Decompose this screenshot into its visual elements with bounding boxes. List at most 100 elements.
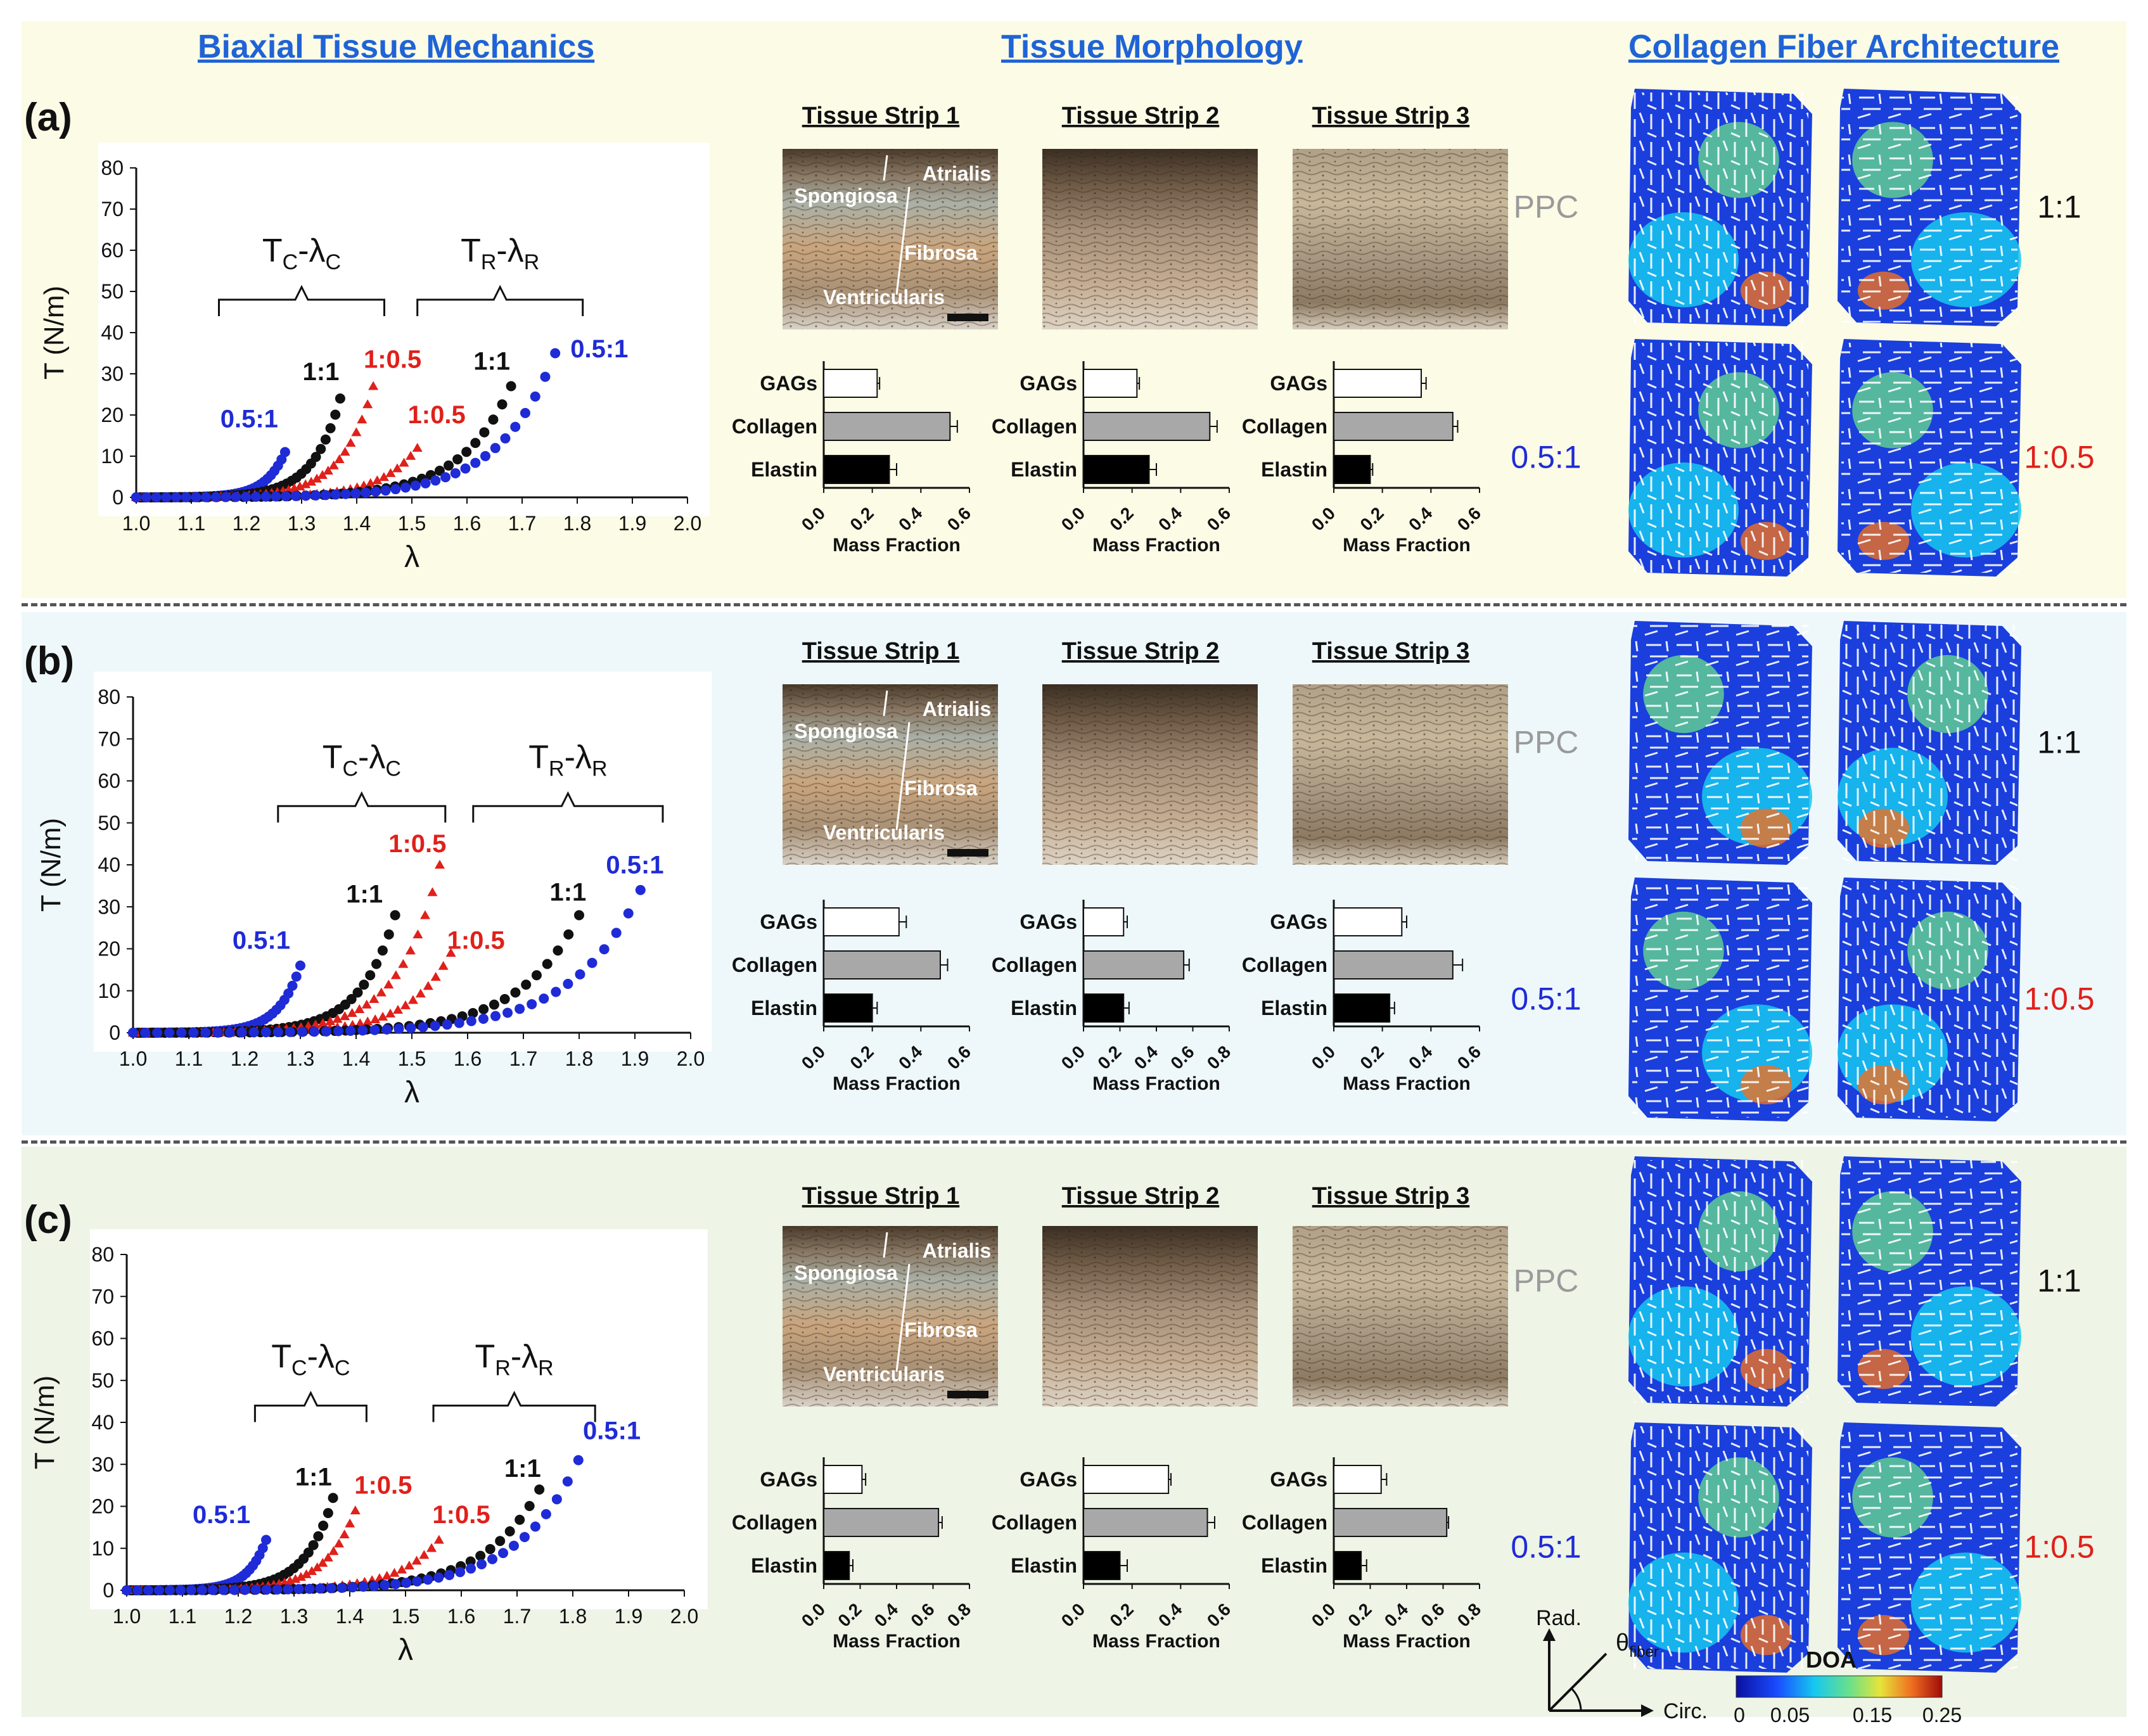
data-point xyxy=(290,490,301,501)
chart-x-tick-label: 1.7 xyxy=(509,1047,537,1070)
fiber-orientation-overlay xyxy=(1841,625,2017,861)
series-label: 1:1 xyxy=(303,358,340,386)
data-point xyxy=(461,447,472,457)
data-point xyxy=(141,492,151,502)
data-point xyxy=(539,993,549,1004)
fiber-maps-a: PPC 1:1 0.5:1 1:0.5 xyxy=(1511,89,2095,577)
data-point xyxy=(515,1004,525,1014)
series-label: 0.5:1 xyxy=(193,1501,250,1529)
data-point xyxy=(434,466,445,476)
chart-y-tick-label: 30 xyxy=(98,895,120,918)
data-point xyxy=(347,1008,357,1018)
bar-gags xyxy=(823,1465,863,1494)
chart-x-tick-label: 2.0 xyxy=(670,1605,698,1628)
series-label: 1:1 xyxy=(295,1463,332,1491)
tissue-strip-title: Tissue Strip 1 xyxy=(802,638,960,665)
chart-y-tick-label: 10 xyxy=(101,445,124,468)
data-point xyxy=(229,1585,240,1595)
series-r-0-5-1 xyxy=(128,884,646,1038)
fiber-map-equi xyxy=(1838,1156,2021,1407)
data-point xyxy=(551,986,561,997)
doa-tick-label: 0.25 xyxy=(1922,1704,1962,1726)
data-point xyxy=(320,434,331,445)
circ-arrow-head xyxy=(1641,1704,1654,1717)
chart-x-tick-label: 1.4 xyxy=(343,512,371,535)
chart-x-tick-label: 1.9 xyxy=(621,1047,649,1070)
fiber-maps-b: PPC 1:1 0.5:1 1:0.5 xyxy=(1511,621,2095,1121)
chart-y-label: T (N/m) xyxy=(39,286,70,380)
data-point xyxy=(321,1026,332,1037)
data-point xyxy=(334,1538,345,1548)
bar-category-label: GAGs xyxy=(760,372,817,395)
bracket xyxy=(432,1391,596,1422)
data-point xyxy=(470,457,481,468)
data-point xyxy=(444,1570,455,1581)
data-point xyxy=(361,999,372,1009)
bracket-label: TR-λR xyxy=(475,1339,553,1381)
data-point xyxy=(323,1552,333,1562)
data-point xyxy=(240,1585,250,1595)
data-point xyxy=(335,393,345,404)
data-point xyxy=(175,1585,186,1595)
chart-x-tick-label: 1.3 xyxy=(286,1047,314,1070)
tissue-strip-title: Tissue Strip 3 xyxy=(1312,1183,1470,1209)
data-point xyxy=(176,1027,187,1038)
rad-arrow-head xyxy=(1543,1628,1556,1641)
data-point xyxy=(313,1531,324,1541)
bar-x-label: Mass Fraction xyxy=(833,1073,961,1094)
data-point xyxy=(540,371,551,382)
bar-elastin xyxy=(823,1551,850,1580)
chart-x-label: λ xyxy=(404,1076,419,1109)
data-point xyxy=(389,1567,400,1577)
data-point xyxy=(354,1004,365,1013)
bracket xyxy=(218,284,385,316)
data-point xyxy=(485,1543,495,1554)
mechanics-chart-c: 1.0 1.1 1.2 1.3 1.4 1.5 1.6 1.7 1.8 1.9 2.0 0 10 20 30… xyxy=(29,1229,708,1667)
data-point xyxy=(310,1019,321,1029)
panel-label-a: (a) xyxy=(24,96,72,139)
series-label: 1:0.5 xyxy=(447,927,505,955)
data-point xyxy=(383,980,394,989)
protocol-label-0-5-1: 0.5:1 xyxy=(1511,981,1581,1017)
data-point xyxy=(635,884,646,895)
chart-x-tick-label: 1.6 xyxy=(454,1047,482,1070)
bar-x-tick-label: 0.4 xyxy=(1154,503,1186,535)
bar-x-tick-label: 0.6 xyxy=(1454,1042,1485,1073)
data-point xyxy=(345,1026,356,1037)
bracket xyxy=(472,791,664,823)
panel-label-c: (c) xyxy=(24,1198,72,1242)
data-point xyxy=(466,1563,476,1574)
bar-x-tick-label: 0.6 xyxy=(943,503,975,534)
series-label: 1:1 xyxy=(473,348,510,376)
data-point xyxy=(261,1584,272,1595)
bar-x-tick-label: 0.4 xyxy=(1405,1042,1436,1073)
data-point xyxy=(188,1027,199,1038)
data-point xyxy=(318,1521,329,1531)
fiber-axis-arrow xyxy=(1548,1652,1608,1712)
data-point xyxy=(131,492,141,502)
tissue-image-texture xyxy=(1293,1226,1508,1407)
tissue-image-texture xyxy=(1293,149,1508,329)
chart-x-tick-label: 1.2 xyxy=(233,512,260,535)
data-point xyxy=(415,988,426,998)
bar-category-label: Elastin xyxy=(751,458,817,481)
data-point xyxy=(466,1016,476,1026)
tissue-strip-image: Atrialis Spongiosa Fibrosa Ventricularis xyxy=(783,1226,998,1407)
data-point xyxy=(490,1011,501,1021)
bar-category-label: GAGs xyxy=(1270,1468,1327,1491)
data-point xyxy=(540,1509,551,1519)
bar-gags xyxy=(1083,1465,1170,1494)
bar-elastin xyxy=(1333,455,1371,484)
layer-label-atrialis: Atrialis xyxy=(923,698,991,720)
data-point xyxy=(423,981,433,990)
data-point xyxy=(444,460,454,471)
bar-category-label: Collagen xyxy=(992,1511,1077,1534)
bar-category-label: Collagen xyxy=(992,954,1077,976)
data-point xyxy=(309,1026,319,1037)
bar-gags xyxy=(1083,369,1138,398)
data-point xyxy=(515,1514,525,1525)
chart-x-tick-label: 1.8 xyxy=(563,512,591,535)
chart-x-tick-label: 1.9 xyxy=(615,1605,642,1628)
